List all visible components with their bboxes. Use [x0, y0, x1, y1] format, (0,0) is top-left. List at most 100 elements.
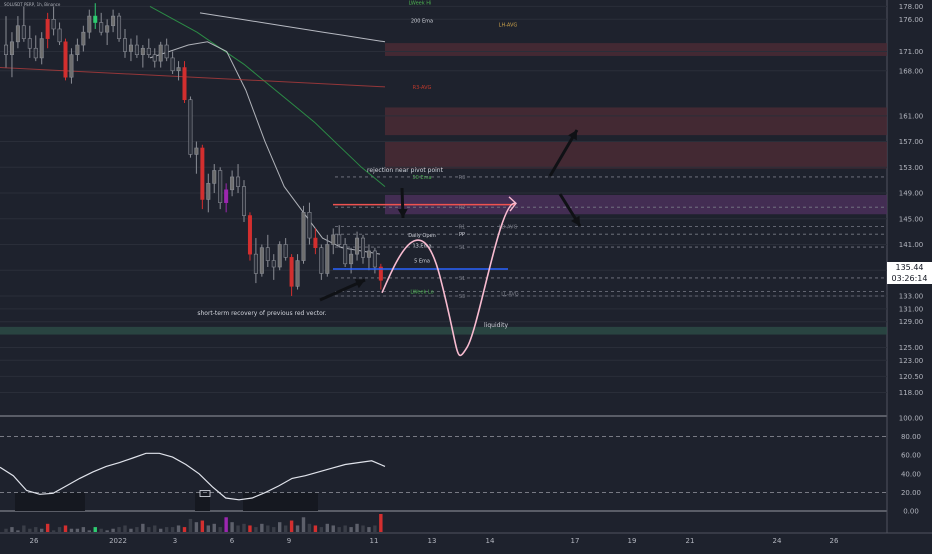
- candle-body[interactable]: [15, 25, 20, 43]
- candle-body[interactable]: [27, 38, 32, 49]
- candle-body[interactable]: [93, 15, 98, 23]
- candle-body[interactable]: [283, 244, 288, 258]
- candle-body[interactable]: [319, 247, 324, 274]
- oscillator-pane[interactable]: [0, 418, 887, 513]
- candle-body[interactable]: [259, 247, 264, 274]
- candle-body[interactable]: [51, 19, 56, 30]
- candle-body[interactable]: [236, 176, 241, 187]
- time-scale[interactable]: [0, 533, 887, 550]
- candle-body[interactable]: [21, 25, 26, 39]
- candle-body[interactable]: [378, 266, 383, 281]
- level-label: 13 Ema: [412, 243, 431, 249]
- candle-body[interactable]: [230, 176, 235, 191]
- candle-body[interactable]: [99, 22, 104, 33]
- candle-body[interactable]: [140, 47, 145, 55]
- volume-pane[interactable]: [0, 513, 887, 533]
- candle-body[interactable]: [218, 170, 223, 203]
- candle-body[interactable]: [343, 244, 348, 265]
- osc-tick-label: 60.00: [901, 452, 921, 460]
- volume-bar: [242, 523, 246, 532]
- candle-body[interactable]: [337, 234, 342, 245]
- candle-body[interactable]: [372, 250, 377, 268]
- candle-body[interactable]: [253, 253, 258, 274]
- price-tick-label: 171.00: [899, 48, 924, 56]
- volume-bar: [272, 527, 276, 532]
- candle-body[interactable]: [75, 44, 80, 55]
- candle-body[interactable]: [9, 41, 14, 55]
- arrow-up-head: [568, 130, 577, 141]
- candle-body[interactable]: [295, 260, 300, 287]
- volume-bar: [313, 525, 318, 532]
- arrow-rejection-head: [397, 208, 408, 218]
- drawing-layer[interactable]: [319, 129, 582, 357]
- candle-body[interactable]: [360, 237, 365, 258]
- price-tick-label: 131.00: [899, 305, 924, 313]
- candle-body[interactable]: [212, 170, 217, 184]
- candle-body[interactable]: [134, 44, 139, 55]
- candle-body[interactable]: [4, 44, 9, 55]
- candle-body[interactable]: [69, 54, 74, 78]
- candle-body[interactable]: [164, 44, 169, 59]
- signal-marker: [199, 490, 211, 497]
- volume-bar: [361, 525, 365, 532]
- candle-body[interactable]: [176, 67, 181, 72]
- oscillator-line: [0, 452, 386, 501]
- volume-bar: [141, 523, 145, 532]
- projection-path[interactable]: [381, 202, 516, 357]
- candle-body[interactable]: [265, 247, 270, 261]
- candle-body[interactable]: [206, 183, 211, 200]
- volume-bar: [28, 528, 32, 532]
- volume-bar: [123, 525, 127, 532]
- volume-bar: [319, 527, 324, 532]
- date-tick-layer: 26 2022 3 6 9 11 13 14 17 19 21 24 26: [30, 537, 839, 545]
- candle-body[interactable]: [123, 38, 128, 52]
- price-tick-label: 149.00: [899, 190, 924, 198]
- zone-resistance: [385, 107, 887, 136]
- candle-body[interactable]: [81, 31, 86, 46]
- candle-body[interactable]: [307, 212, 312, 239]
- candle-body[interactable]: [111, 15, 116, 27]
- level-label: S1: [459, 245, 465, 251]
- candle-body[interactable]: [117, 15, 122, 39]
- volume-bar: [260, 523, 264, 532]
- date-tick-label: 14: [486, 537, 495, 545]
- candle-body[interactable]: [158, 44, 163, 62]
- candle-body[interactable]: [170, 57, 175, 72]
- volume-bar: [87, 530, 91, 532]
- candle-body[interactable]: [45, 19, 50, 39]
- level-label: R1: [459, 224, 466, 230]
- candle-body[interactable]: [301, 212, 306, 261]
- candle-body[interactable]: [271, 260, 276, 268]
- candle-body[interactable]: [63, 41, 68, 78]
- date-tick-label: 26: [30, 537, 39, 545]
- candle-body[interactable]: [182, 67, 187, 101]
- candle-body[interactable]: [200, 147, 205, 200]
- candle-body[interactable]: [349, 253, 354, 265]
- level-label: LWeek Lo: [410, 289, 433, 295]
- candle-body[interactable]: [128, 44, 133, 52]
- candle-body[interactable]: [289, 257, 294, 287]
- date-tick-label: 11: [370, 537, 379, 545]
- candle-body[interactable]: [355, 237, 360, 255]
- volume-bar: [164, 527, 169, 532]
- candle-body[interactable]: [39, 38, 44, 59]
- candle-body[interactable]: [224, 189, 229, 203]
- candle-body[interactable]: [146, 47, 151, 55]
- candle-body[interactable]: [57, 28, 62, 43]
- candle-body[interactable]: [331, 234, 336, 245]
- candle-body[interactable]: [247, 215, 252, 255]
- candle-body[interactable]: [277, 244, 282, 268]
- candle-body[interactable]: [194, 147, 199, 155]
- candle-body[interactable]: [188, 99, 193, 155]
- candle-body[interactable]: [242, 186, 247, 216]
- candle-body[interactable]: [325, 244, 330, 274]
- candle-body[interactable]: [366, 250, 371, 258]
- candle-body[interactable]: [33, 47, 38, 59]
- candle-body[interactable]: [105, 25, 110, 33]
- candle-body[interactable]: [313, 237, 318, 249]
- candle-body[interactable]: [87, 15, 92, 33]
- candle-body[interactable]: [152, 54, 157, 62]
- candle-layer[interactable]: [4, 3, 383, 296]
